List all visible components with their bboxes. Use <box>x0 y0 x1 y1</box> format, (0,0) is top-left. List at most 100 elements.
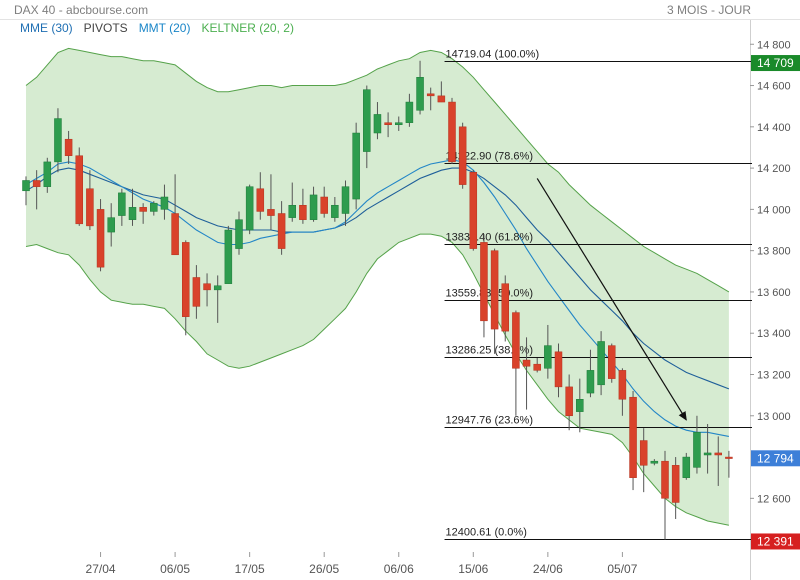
y-tick-label: 14 600 <box>757 81 791 93</box>
fib-level-label: 12947.76 (23.6%) <box>446 415 533 427</box>
candle <box>107 203 115 247</box>
candle-body <box>714 452 722 456</box>
candle-body <box>352 132 360 200</box>
candle-body <box>256 188 265 212</box>
x-tick-label: 17/05 <box>235 562 265 576</box>
candle <box>192 265 201 319</box>
candle <box>171 174 179 256</box>
candle-body <box>288 204 296 218</box>
candle <box>501 275 509 342</box>
candle-body <box>299 204 307 220</box>
candle-body <box>725 456 733 459</box>
candle <box>618 368 627 416</box>
period-label[interactable]: 3 MOIS - JOUR <box>666 3 751 17</box>
low-price-tag-bg <box>751 533 800 550</box>
candle <box>299 188 307 224</box>
fib-level-label: 14222.90 (78.6%) <box>446 151 533 163</box>
candle <box>522 337 531 410</box>
candle <box>639 428 648 493</box>
candle <box>597 331 605 396</box>
legend-pivots[interactable]: PIVOTS <box>83 21 128 35</box>
candle-body <box>682 456 691 478</box>
candle <box>661 450 669 540</box>
candle <box>288 182 296 222</box>
candle-body <box>650 460 659 464</box>
fib-level-label: 14719.04 (100.0%) <box>446 49 540 61</box>
candle-body <box>192 277 201 307</box>
candle <box>267 174 275 231</box>
candle-body <box>629 396 637 478</box>
candle <box>96 199 105 272</box>
y-tick-label: 14 000 <box>757 204 791 216</box>
candle-body <box>544 345 552 369</box>
candle-body <box>118 192 126 216</box>
candle-body <box>171 213 179 256</box>
candle-body <box>96 209 105 268</box>
candle <box>363 85 371 169</box>
candle-body <box>703 452 712 456</box>
candle-body <box>224 229 233 284</box>
high-price-tag-bg <box>751 55 800 72</box>
candle-body <box>128 207 137 220</box>
y-tick-label: 14 400 <box>757 122 791 134</box>
candle-body <box>522 359 531 367</box>
candle <box>203 273 211 307</box>
candle <box>309 186 318 222</box>
y-tick-label: 13 800 <box>757 246 791 258</box>
candle <box>533 357 541 373</box>
y-tick-label: 13 000 <box>757 411 791 423</box>
candle <box>576 378 584 433</box>
candle-body <box>437 95 446 103</box>
candle-body <box>501 283 509 332</box>
candle <box>139 203 147 224</box>
legend-keltner[interactable]: KELTNER (20, 2) <box>201 21 294 35</box>
candle-body <box>554 351 563 388</box>
fib-level-label: 13286.25 (38.2%) <box>446 345 533 357</box>
y-tick-label: 13 400 <box>757 328 791 340</box>
candle <box>725 450 733 478</box>
candle <box>512 310 520 416</box>
candle-body <box>661 460 669 499</box>
candle <box>331 196 339 222</box>
candle-body <box>586 370 595 394</box>
low-price-tag: 12 391 <box>757 534 794 548</box>
legend-mmt[interactable]: MMT (20) <box>138 21 191 35</box>
candle-body <box>75 155 83 225</box>
keltner-band <box>26 48 729 526</box>
candle <box>405 93 414 127</box>
legend-mme[interactable]: MME (30) <box>20 21 73 35</box>
candle-body <box>426 93 435 97</box>
candle <box>43 157 52 193</box>
candle <box>182 240 190 336</box>
candle <box>224 225 233 284</box>
candle <box>235 211 243 255</box>
chart-header: DAX 40 - abcbourse.com 3 MOIS - JOUR <box>0 0 800 20</box>
x-tick-label: 26/05 <box>309 562 339 576</box>
candle <box>320 186 328 218</box>
x-tick-label: 06/05 <box>160 562 190 576</box>
candle <box>671 457 680 519</box>
candle <box>160 184 169 220</box>
candle-body <box>373 114 382 134</box>
candle-body <box>639 440 648 466</box>
candle-body <box>245 186 254 231</box>
candle <box>586 349 595 398</box>
candle-body <box>277 213 286 249</box>
keltner-lower-line <box>25 233 729 526</box>
chart-title: DAX 40 - abcbourse.com <box>14 3 149 17</box>
candle <box>416 60 424 115</box>
y-tick-label: 14 800 <box>757 39 791 51</box>
last-price-tag: 12 794 <box>757 451 794 465</box>
candle <box>118 188 126 226</box>
candle <box>213 275 222 323</box>
candle <box>277 201 286 255</box>
candle-body <box>405 101 414 123</box>
candle-body <box>331 204 339 218</box>
candle <box>54 108 62 173</box>
x-tick-label: 06/06 <box>384 562 414 576</box>
candle <box>629 391 637 491</box>
indicator-legend: MME (30) PIVOTS MMT (20) KELTNER (20, 2) <box>20 21 305 35</box>
candle <box>458 122 467 189</box>
candle <box>714 436 722 486</box>
